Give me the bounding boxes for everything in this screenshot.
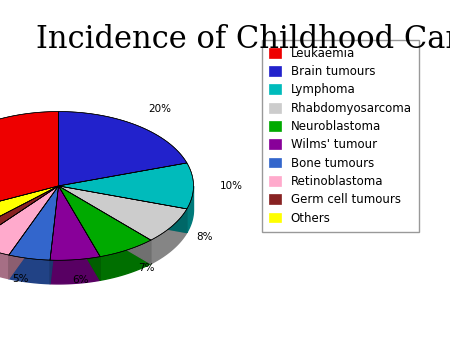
Polygon shape bbox=[58, 112, 187, 186]
Text: 5%: 5% bbox=[13, 274, 29, 284]
Polygon shape bbox=[0, 112, 58, 218]
Legend: Leukaemia, Brain tumours, Lymphoma, Rhabdomyosarcoma, Neuroblastoma, Wilms' tumo: Leukaemia, Brain tumours, Lymphoma, Rhab… bbox=[262, 40, 419, 232]
Polygon shape bbox=[58, 186, 187, 233]
Polygon shape bbox=[58, 186, 100, 280]
Polygon shape bbox=[50, 186, 58, 284]
Polygon shape bbox=[58, 186, 151, 264]
Polygon shape bbox=[151, 209, 187, 264]
Polygon shape bbox=[0, 243, 9, 279]
Polygon shape bbox=[58, 186, 187, 233]
Polygon shape bbox=[187, 186, 194, 233]
Polygon shape bbox=[58, 186, 151, 264]
Polygon shape bbox=[0, 186, 58, 267]
Text: 20%: 20% bbox=[148, 104, 171, 114]
Polygon shape bbox=[50, 257, 100, 284]
Polygon shape bbox=[100, 240, 151, 280]
Polygon shape bbox=[58, 186, 100, 280]
Polygon shape bbox=[9, 255, 50, 284]
Text: 10%: 10% bbox=[220, 181, 243, 191]
Polygon shape bbox=[58, 186, 187, 240]
Text: 6%: 6% bbox=[72, 275, 88, 285]
Polygon shape bbox=[0, 186, 58, 261]
Polygon shape bbox=[0, 186, 58, 255]
Polygon shape bbox=[0, 186, 58, 267]
Polygon shape bbox=[58, 163, 194, 209]
Polygon shape bbox=[9, 186, 58, 260]
Text: Incidence of Childhood Cancer: Incidence of Childhood Cancer bbox=[36, 24, 450, 55]
Polygon shape bbox=[0, 186, 58, 241]
Polygon shape bbox=[9, 186, 58, 279]
Polygon shape bbox=[0, 186, 58, 241]
Polygon shape bbox=[58, 186, 151, 257]
Polygon shape bbox=[9, 186, 58, 279]
Polygon shape bbox=[50, 186, 58, 284]
Polygon shape bbox=[0, 186, 58, 261]
Text: 7%: 7% bbox=[138, 263, 155, 273]
Polygon shape bbox=[0, 186, 58, 237]
Text: 8%: 8% bbox=[196, 232, 213, 242]
Polygon shape bbox=[50, 186, 100, 260]
Polygon shape bbox=[0, 186, 58, 243]
